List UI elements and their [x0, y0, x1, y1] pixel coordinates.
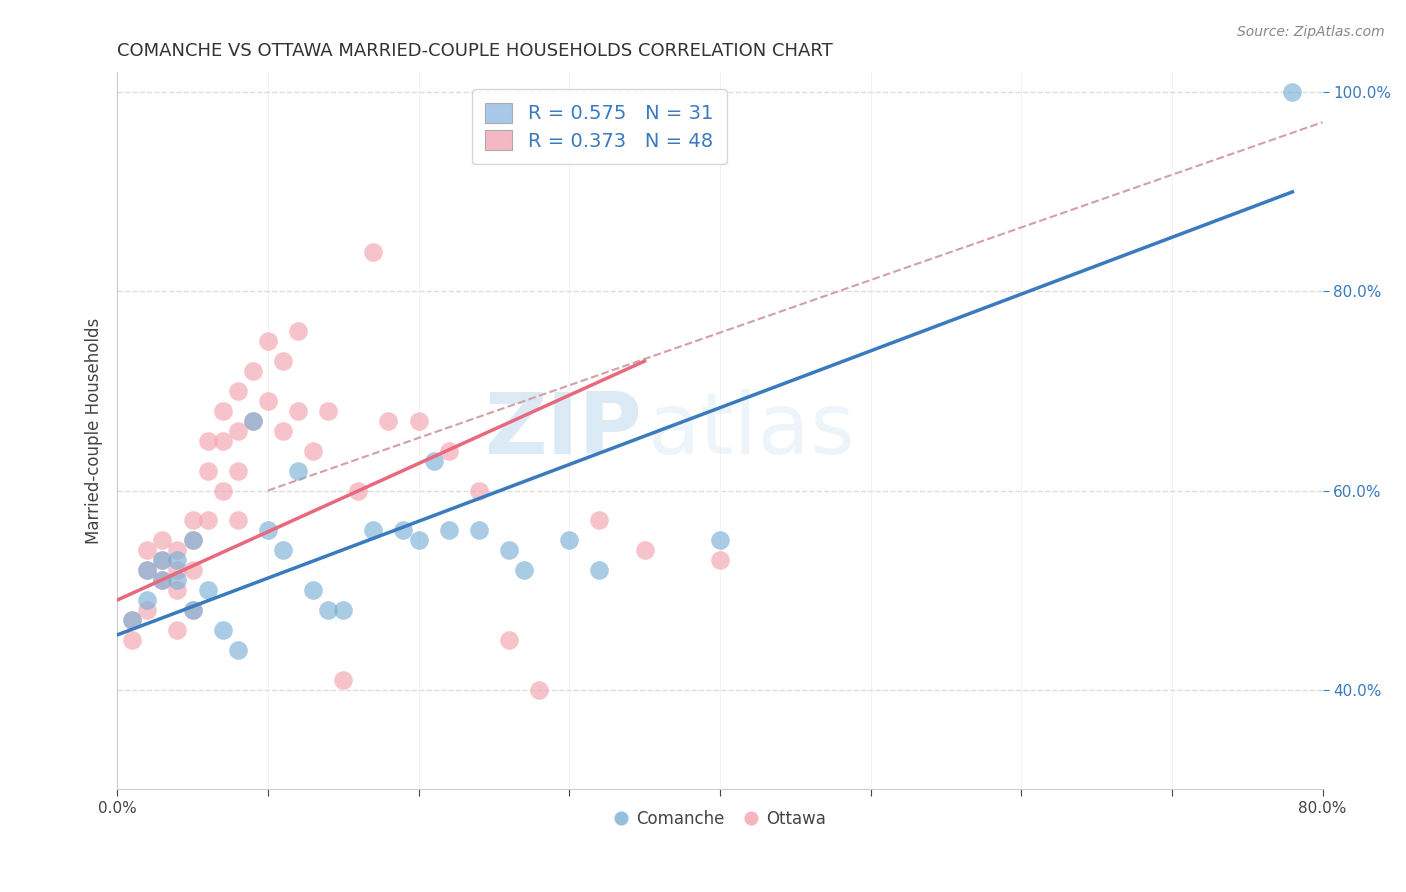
Point	[257, 394, 280, 409]
Point	[408, 414, 430, 428]
Point	[437, 524, 460, 538]
Point	[437, 443, 460, 458]
Legend: Comanche, Ottawa: Comanche, Ottawa	[607, 804, 832, 835]
Point	[242, 414, 264, 428]
Point	[136, 563, 159, 577]
Point	[121, 613, 143, 627]
Point	[468, 524, 491, 538]
Point	[287, 404, 309, 418]
Text: atlas: atlas	[648, 389, 856, 473]
Point	[363, 244, 385, 259]
Point	[226, 424, 249, 438]
Point	[709, 553, 731, 567]
Point	[242, 364, 264, 378]
Point	[242, 414, 264, 428]
Point	[181, 603, 204, 617]
Point	[211, 404, 233, 418]
Point	[211, 623, 233, 637]
Point	[136, 593, 159, 607]
Point	[121, 632, 143, 647]
Point	[302, 443, 325, 458]
Point	[408, 533, 430, 548]
Text: COMANCHE VS OTTAWA MARRIED-COUPLE HOUSEHOLDS CORRELATION CHART: COMANCHE VS OTTAWA MARRIED-COUPLE HOUSEH…	[117, 42, 832, 60]
Point	[468, 483, 491, 498]
Point	[316, 603, 339, 617]
Point	[197, 434, 219, 448]
Point	[181, 563, 204, 577]
Point	[197, 513, 219, 527]
Point	[181, 603, 204, 617]
Point	[197, 464, 219, 478]
Point	[588, 563, 610, 577]
Point	[226, 643, 249, 657]
Point	[257, 334, 280, 349]
Point	[150, 553, 173, 567]
Point	[166, 573, 188, 587]
Point	[166, 623, 188, 637]
Point	[226, 513, 249, 527]
Point	[377, 414, 399, 428]
Point	[166, 543, 188, 558]
Point	[588, 513, 610, 527]
Point	[121, 613, 143, 627]
Point	[211, 434, 233, 448]
Point	[150, 573, 173, 587]
Point	[150, 553, 173, 567]
Point	[558, 533, 581, 548]
Point	[422, 453, 444, 467]
Point	[136, 543, 159, 558]
Point	[498, 632, 520, 647]
Point	[257, 524, 280, 538]
Point	[166, 583, 188, 598]
Point	[136, 563, 159, 577]
Point	[498, 543, 520, 558]
Point	[332, 673, 354, 687]
Point	[1281, 86, 1303, 100]
Point	[271, 424, 294, 438]
Point	[136, 603, 159, 617]
Point	[197, 583, 219, 598]
Point	[166, 553, 188, 567]
Y-axis label: Married-couple Households: Married-couple Households	[86, 318, 103, 544]
Point	[332, 603, 354, 617]
Point	[181, 533, 204, 548]
Point	[226, 464, 249, 478]
Point	[226, 384, 249, 398]
Point	[316, 404, 339, 418]
Text: ZIP: ZIP	[484, 389, 641, 473]
Point	[513, 563, 536, 577]
Point	[166, 563, 188, 577]
Point	[271, 354, 294, 368]
Point	[181, 533, 204, 548]
Point	[633, 543, 655, 558]
Text: Source: ZipAtlas.com: Source: ZipAtlas.com	[1237, 25, 1385, 39]
Point	[181, 513, 204, 527]
Point	[363, 524, 385, 538]
Point	[709, 533, 731, 548]
Point	[287, 324, 309, 338]
Point	[527, 682, 550, 697]
Point	[150, 533, 173, 548]
Point	[211, 483, 233, 498]
Point	[302, 583, 325, 598]
Point	[392, 524, 415, 538]
Point	[150, 573, 173, 587]
Point	[287, 464, 309, 478]
Point	[271, 543, 294, 558]
Point	[347, 483, 370, 498]
